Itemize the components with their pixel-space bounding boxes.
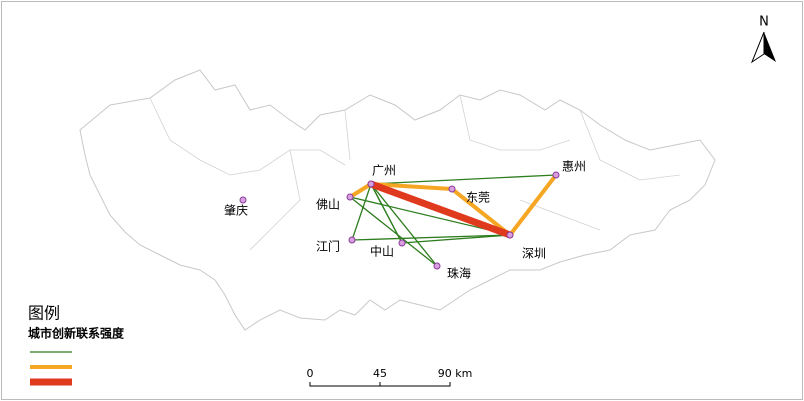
- link: [508, 173, 558, 237]
- city-dot: [448, 185, 456, 193]
- scale-bar: 0 45 90 km: [307, 367, 473, 387]
- city-dots: [239, 171, 560, 270]
- scale-label: 0: [307, 367, 314, 380]
- city-dot: [398, 239, 406, 247]
- city-label: 中山: [370, 244, 394, 259]
- district-boundary: [149, 94, 681, 251]
- city-dot: [346, 193, 354, 201]
- city-dot: [367, 180, 375, 188]
- links-medium: [348, 173, 558, 237]
- land: [79, 69, 716, 331]
- city-label: 佛山: [316, 198, 340, 212]
- link: [370, 183, 403, 244]
- city-label: 深圳: [522, 247, 546, 261]
- city-label: 东莞: [466, 191, 490, 205]
- city-dot: [506, 231, 514, 239]
- city-dot: [552, 171, 560, 179]
- legend-subtitle: 城市创新联系强度: [28, 326, 125, 341]
- scale-line: [309, 382, 451, 387]
- north-label: N: [759, 15, 769, 30]
- link: [401, 234, 511, 244]
- city-dot: [433, 262, 441, 270]
- link: [370, 174, 557, 185]
- city-label: 江门: [316, 239, 340, 254]
- link: [370, 183, 438, 267]
- link: [369, 182, 454, 191]
- link: [351, 183, 372, 241]
- city-dot: [239, 196, 247, 204]
- link-strong: [367, 180, 514, 239]
- arrow-right: [764, 32, 776, 62]
- city-label: 珠海: [447, 266, 471, 281]
- link: [351, 234, 511, 241]
- city-label: 广州: [372, 164, 396, 178]
- city-label: 惠州: [562, 160, 586, 174]
- link: [450, 187, 512, 237]
- scale-label: 45: [373, 367, 387, 380]
- link: [348, 182, 373, 199]
- scale-label: 90 km: [438, 367, 473, 380]
- legend-title: 图例: [28, 304, 60, 323]
- city-label: 肇庆: [224, 203, 248, 218]
- north-arrow: N: [750, 15, 776, 64]
- city-dot: [348, 236, 356, 244]
- link: [349, 196, 438, 267]
